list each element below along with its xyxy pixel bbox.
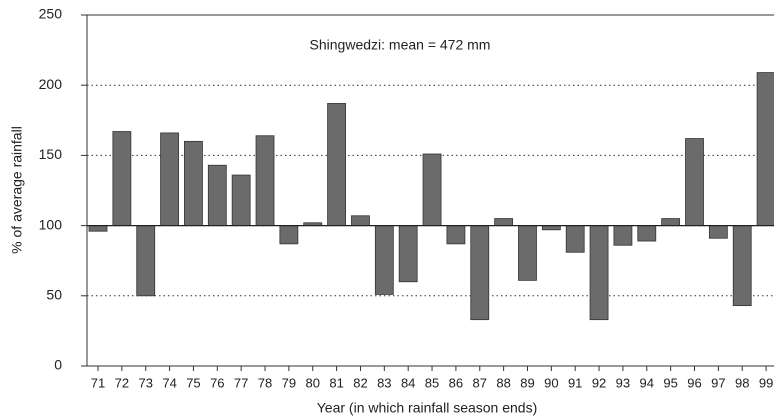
bar xyxy=(279,225,299,245)
x-tick-label: 87 xyxy=(473,375,487,390)
x-tick-label: 89 xyxy=(520,375,534,390)
bar xyxy=(112,131,132,226)
y-tick-label: 0 xyxy=(54,357,62,373)
x-tick-label: 84 xyxy=(401,375,415,390)
bar xyxy=(494,218,514,227)
bar xyxy=(184,140,203,226)
bar xyxy=(637,225,657,242)
bar xyxy=(661,218,681,227)
bar xyxy=(88,225,108,232)
x-tick-label: 94 xyxy=(640,375,654,390)
x-tick-label: 98 xyxy=(735,375,749,390)
x-tick-label: 90 xyxy=(544,375,558,390)
bar xyxy=(685,138,704,226)
y-tick-label: 50 xyxy=(46,287,62,303)
y-axis-label: % of average rainfall xyxy=(9,126,25,254)
bar xyxy=(398,225,418,283)
x-tick-label: 93 xyxy=(616,375,630,390)
x-tick-label: 74 xyxy=(162,375,176,390)
bar xyxy=(231,174,251,226)
x-tick-label: 95 xyxy=(663,375,677,390)
x-tick-label: 72 xyxy=(115,375,129,390)
x-tick-label: 75 xyxy=(186,375,200,390)
bar xyxy=(541,225,561,231)
bar xyxy=(756,72,774,226)
x-tick-label: 83 xyxy=(377,375,391,390)
x-tick-label: 86 xyxy=(449,375,463,390)
x-axis-label: Year (in which rainfall season ends) xyxy=(317,400,538,416)
x-tick-label: 91 xyxy=(568,375,582,390)
bar xyxy=(207,164,227,226)
bar xyxy=(470,225,490,321)
bar xyxy=(422,153,442,226)
x-tick-label: 79 xyxy=(282,375,296,390)
x-tick-label: 97 xyxy=(711,375,725,390)
x-tick-label: 92 xyxy=(592,375,606,390)
bar xyxy=(255,135,275,227)
bar xyxy=(374,225,394,295)
bar xyxy=(518,225,537,281)
annotation: Shingwedzi: mean = 472 mm xyxy=(310,37,491,53)
x-tick-label: 81 xyxy=(329,375,343,390)
x-tick-label: 78 xyxy=(258,375,272,390)
bar xyxy=(708,225,728,239)
bar xyxy=(351,215,370,227)
x-tick-label: 88 xyxy=(496,375,510,390)
x-tick-label: 71 xyxy=(91,375,105,390)
bar xyxy=(327,103,347,227)
bar xyxy=(613,225,633,246)
y-tick-label: 250 xyxy=(39,6,63,22)
x-tick-label: 96 xyxy=(687,375,701,390)
bar xyxy=(732,225,752,307)
bar xyxy=(565,225,585,253)
x-tick-label: 99 xyxy=(759,375,773,390)
x-tick-label: 82 xyxy=(353,375,367,390)
bar xyxy=(446,225,466,245)
x-tick-label: 76 xyxy=(210,375,224,390)
y-tick-label: 200 xyxy=(39,76,63,92)
bar xyxy=(136,225,156,297)
bar xyxy=(160,132,179,227)
y-tick-label: 150 xyxy=(39,146,63,162)
x-tick-label: 85 xyxy=(425,375,439,390)
x-tick-label: 80 xyxy=(306,375,320,390)
y-tick-label: 100 xyxy=(39,216,63,232)
x-tick-label: 73 xyxy=(138,375,152,390)
bar xyxy=(589,225,609,321)
x-tick-label: 77 xyxy=(234,375,248,390)
